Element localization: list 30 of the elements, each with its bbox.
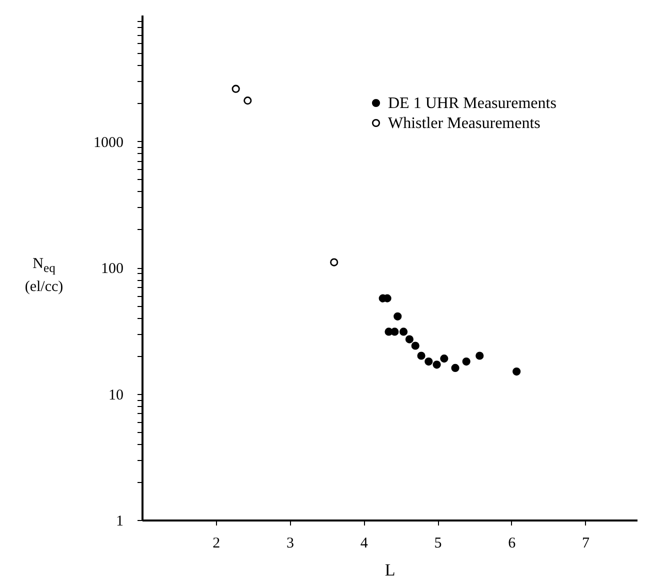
point [330, 258, 338, 266]
x-axis-title: L [384, 560, 396, 580]
point [432, 360, 441, 369]
point [451, 364, 460, 372]
x-tick-label: 5 [434, 536, 442, 552]
legend-label: DE 1 UHR Measurements [388, 95, 556, 112]
point [512, 367, 521, 376]
y-tick-label: 1 [116, 514, 124, 530]
x-tick-label: 4 [360, 536, 368, 552]
point [424, 357, 433, 366]
legend-label: Whistler Measurements [388, 115, 540, 132]
y-tick-label: 10 [108, 387, 124, 404]
y-tick-label: 1000 [94, 134, 124, 151]
point [394, 312, 402, 320]
x-tick-label: 6 [508, 536, 516, 552]
point [476, 352, 484, 360]
y-axis-title: N$_{eq}$ (el/cc) [24, 255, 64, 297]
x-tick-label: 7 [582, 536, 590, 552]
x-tick-label: 2 [212, 536, 220, 552]
point [390, 328, 399, 336]
point [440, 354, 448, 363]
point [244, 96, 252, 105]
y-tick-label: 100 [101, 261, 124, 277]
x-tick-label: 3 [286, 536, 294, 552]
point [462, 357, 470, 366]
point [417, 352, 426, 360]
point [405, 335, 414, 344]
point [232, 84, 240, 93]
point [411, 342, 420, 350]
point [399, 328, 408, 336]
